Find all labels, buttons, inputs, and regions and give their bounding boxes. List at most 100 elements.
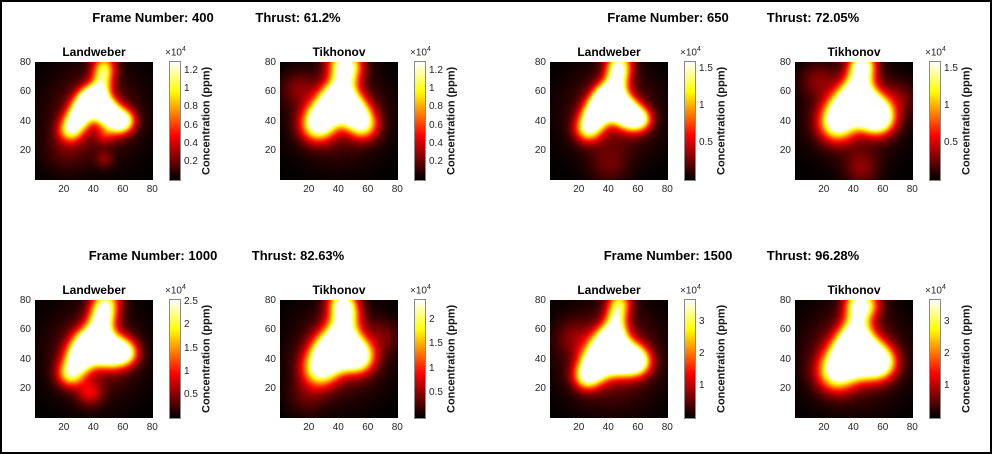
colorbar-tick-label: 2.5 (184, 296, 198, 308)
colorbar-tick-label: 3 (699, 316, 705, 328)
y-tick-label: 40 (264, 353, 276, 365)
panel-4: Frame Number: 1500 Thrust: 96.28% Landwe… (496, 227, 990, 452)
thrust-title: Thrust: 72.05% (766, 10, 860, 25)
x-tick-label: 60 (632, 184, 644, 195)
y-tick-label: 60 (19, 324, 31, 336)
subplot-title: Tikhonov (312, 283, 366, 297)
x-tick-label: 80 (906, 184, 918, 195)
heatmap-canvas (35, 62, 153, 180)
y-axis-tick-labels: 20 40 60 80 (250, 57, 276, 180)
y-tick-label: 80 (534, 56, 546, 68)
colorbar-tick-label: 0.6 (429, 119, 443, 131)
y-axis-tick-labels: 20 40 60 80 (5, 295, 31, 418)
colorbar-tick-label: 1 (699, 380, 705, 392)
colorbar-exponent-label: ×104 (165, 46, 186, 59)
x-tick-label: 40 (847, 184, 859, 195)
y-tick-label: 40 (19, 115, 31, 127)
colorbar-tick-labels: 0.5 1 1.5 2 2.5 (184, 296, 214, 418)
heatmap-canvas (795, 62, 913, 180)
y-tick-label: 60 (264, 86, 276, 98)
colorbar (929, 61, 941, 181)
x-tick-label: 60 (877, 422, 889, 433)
subplot-tikhonov: Tikhonov 20 40 60 80 20 40 60 80 0.5 1 1.5 ×104 … (762, 2, 990, 214)
y-tick-label: 20 (19, 145, 31, 157)
thrust-title: Thrust: 82.63% (251, 248, 345, 263)
subplot-title: Tikhonov (827, 283, 881, 297)
x-tick-label: 40 (87, 184, 99, 195)
colorbar-exponent-label: ×104 (410, 284, 431, 297)
colorbar-tick-labels: 0.5 1 1.5 2 (429, 300, 459, 418)
colorbar-axis-label: Concentration (ppm) (445, 66, 458, 176)
colorbar-tick-label: 0.2 (429, 155, 443, 167)
y-tick-label: 40 (264, 115, 276, 127)
y-tick-label: 60 (779, 324, 791, 336)
subplot-landweber: Landweber 20 40 60 80 20 40 60 80 1 2 3 ×104 Con… (517, 240, 762, 452)
x-tick-label: 80 (146, 184, 158, 195)
y-tick-label: 60 (534, 86, 546, 98)
colorbar-tick-label: 0.8 (184, 101, 198, 113)
colorbar-tick-label: 1 (699, 100, 705, 112)
colorbar-tick-label: 2 (184, 319, 190, 331)
y-tick-label: 80 (19, 294, 31, 306)
heatmap-canvas (280, 300, 398, 418)
x-tick-label: 60 (117, 184, 129, 195)
colorbar (684, 299, 696, 419)
panel-1: Frame Number: 400 Thrust: 61.2% Landwebe… (2, 2, 496, 227)
heatmap-canvas (550, 62, 668, 180)
panel-3: Frame Number: 1000 Thrust: 82.63% Landwe… (2, 227, 496, 452)
x-axis-tick-labels: 20 40 60 80 (550, 184, 673, 198)
y-tick-label: 60 (19, 86, 31, 98)
x-tick-label: 80 (661, 422, 673, 433)
colorbar-tick-label: 1 (944, 100, 950, 112)
x-tick-label: 40 (602, 422, 614, 433)
colorbar-tick-label: 1.2 (184, 65, 198, 77)
x-axis-tick-labels: 20 40 60 80 (280, 184, 403, 198)
subplot-landweber: Landweber 20 40 60 80 20 40 60 80 0.5 1 1.5 2 2.5 … (2, 240, 247, 452)
y-tick-label: 80 (534, 294, 546, 306)
panel-2: Frame Number: 650 Thrust: 72.05% Landweb… (496, 2, 990, 227)
colorbar-axis-label: Concentration (ppm) (445, 304, 458, 414)
y-tick-label: 60 (534, 324, 546, 336)
colorbar-exponent-label: ×104 (165, 284, 186, 297)
colorbar-axis-label: Concentration (ppm) (715, 304, 728, 414)
y-tick-label: 40 (534, 115, 546, 127)
colorbar-tick-labels: 1 2 3 (699, 300, 729, 418)
colorbar-tick-label: 2 (429, 313, 435, 325)
x-tick-label: 60 (362, 422, 374, 433)
subplot-title: Tikhonov (312, 45, 366, 59)
subplot-tikhonov: Tikhonov 20 40 60 80 20 40 60 80 0.5 1 1.5 2 ×104… (247, 240, 492, 452)
colorbar-tick-label: 1.5 (184, 342, 198, 354)
y-tick-label: 20 (779, 145, 791, 157)
y-tick-label: 20 (534, 383, 546, 395)
colorbar-tick-label: 1 (184, 365, 190, 377)
subplot-tikhonov: Tikhonov 20 40 60 80 20 40 60 80 1 2 3 ×104 Conc… (762, 240, 990, 452)
x-tick-label: 20 (573, 422, 585, 433)
x-axis-tick-labels: 20 40 60 80 (280, 422, 403, 436)
y-tick-label: 40 (19, 353, 31, 365)
colorbar-tick-label: 1 (429, 83, 435, 95)
x-tick-label: 80 (146, 422, 158, 433)
colorbar-tick-label: 1 (184, 83, 190, 95)
x-tick-label: 80 (661, 184, 673, 195)
colorbar-tick-labels: 1 2 3 (944, 300, 974, 418)
x-tick-label: 80 (391, 422, 403, 433)
y-tick-label: 20 (264, 145, 276, 157)
x-tick-label: 80 (906, 422, 918, 433)
colorbar-exponent-label: ×104 (680, 284, 701, 297)
x-tick-label: 40 (87, 422, 99, 433)
colorbar-tick-labels: 0.5 1 1.5 (944, 62, 974, 180)
x-tick-label: 80 (391, 184, 403, 195)
subplot-title: Landweber (577, 283, 641, 297)
colorbar (929, 299, 941, 419)
y-tick-label: 40 (534, 353, 546, 365)
y-axis-tick-labels: 20 40 60 80 (520, 57, 546, 180)
x-axis-tick-labels: 20 40 60 80 (795, 184, 918, 198)
colorbar-tick-label: 1.5 (429, 338, 443, 350)
y-tick-label: 60 (264, 324, 276, 336)
colorbar (169, 299, 181, 419)
x-tick-label: 40 (332, 184, 344, 195)
y-tick-label: 40 (779, 353, 791, 365)
subplot-title: Landweber (62, 45, 126, 59)
colorbar-axis-label: Concentration (ppm) (200, 304, 213, 414)
